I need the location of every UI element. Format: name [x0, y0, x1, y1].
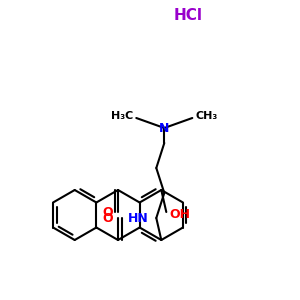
Text: H₃C: H₃C — [111, 111, 133, 121]
Text: OH: OH — [169, 208, 190, 221]
Text: CH₃: CH₃ — [195, 111, 218, 121]
Text: HCl: HCl — [173, 8, 202, 22]
Text: HN: HN — [128, 212, 148, 224]
Text: N: N — [159, 122, 169, 134]
Text: O: O — [103, 212, 113, 224]
Text: O: O — [103, 206, 113, 218]
